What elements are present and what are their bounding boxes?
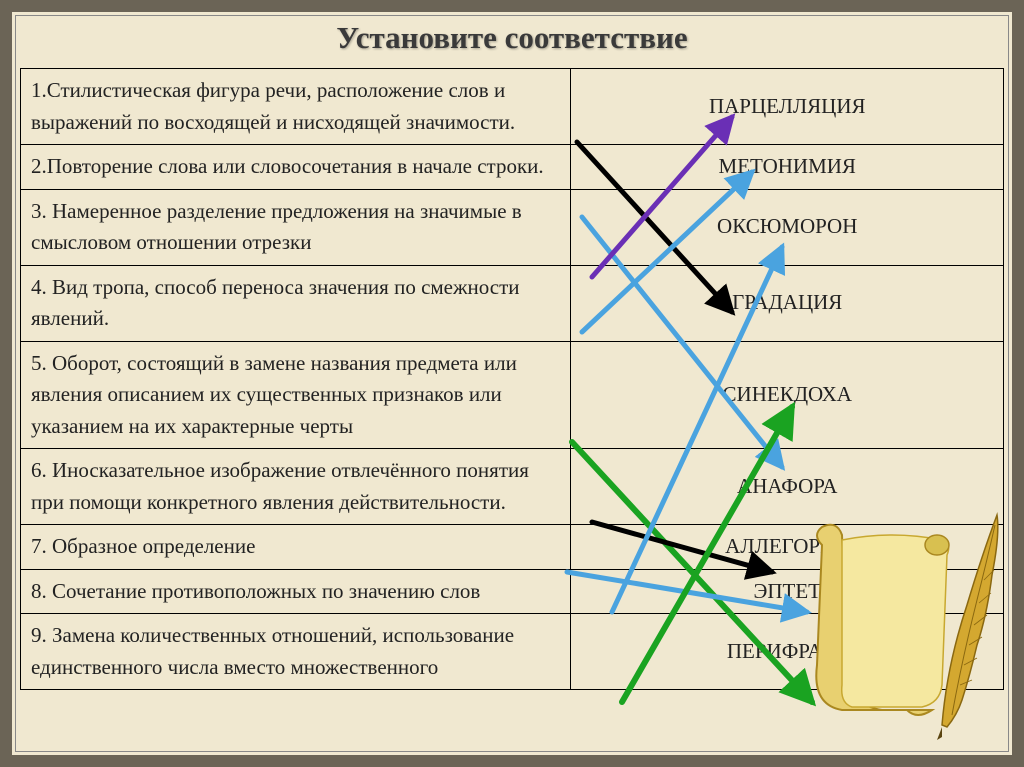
table-row: 3. Намеренное разделение предложения на … [21,189,1004,265]
page-title: Установите соответствие [12,12,1012,68]
slide: Установите соответствие 1.Стилистическая… [0,0,1024,767]
definition-cell: 7. Образное определение [21,525,571,570]
term-cell: ПАРЦЕЛЛЯЦИЯ [571,69,1004,145]
table-row: 4. Вид тропа, способ переноса значения п… [21,265,1004,341]
definition-cell: 2.Повторение слова или словосочетания в … [21,145,571,190]
matching-table: 1.Стилистическая фигура речи, расположен… [20,68,1004,690]
term-cell: СИНЕКДОХА [571,341,1004,449]
term-cell: АНАФОРА [571,449,1004,525]
term-cell: ОКСЮМОРОН [571,189,1004,265]
definition-cell: 3. Намеренное разделение предложения на … [21,189,571,265]
table-row: 8. Сочетание противоположных по значению… [21,569,1004,614]
term-cell: МЕТОНИМИЯ [571,145,1004,190]
definition-cell: 4. Вид тропа, способ переноса значения п… [21,265,571,341]
definition-cell: 1.Стилистическая фигура речи, расположен… [21,69,571,145]
definition-cell: 5. Оборот, состоящий в замене названия п… [21,341,571,449]
table-row: 2.Повторение слова или словосочетания в … [21,145,1004,190]
definition-cell: 9. Замена количественных отношений, испо… [21,614,571,690]
term-cell: АЛЛЕГОРИЯ [571,525,1004,570]
term-cell: ЭПТЕТ [571,569,1004,614]
term-cell: ГРАДАЦИЯ [571,265,1004,341]
table-row: 5. Оборот, состоящий в замене названия п… [21,341,1004,449]
table-row: 9. Замена количественных отношений, испо… [21,614,1004,690]
definition-cell: 6. Иносказательное изображение отвлечённ… [21,449,571,525]
term-cell: ПЕРИФРАЗА [571,614,1004,690]
table-row: 1.Стилистическая фигура речи, расположен… [21,69,1004,145]
table-row: 7. Образное определениеАЛЛЕГОРИЯ [21,525,1004,570]
table-row: 6. Иносказательное изображение отвлечённ… [21,449,1004,525]
definition-cell: 8. Сочетание противоположных по значению… [21,569,571,614]
